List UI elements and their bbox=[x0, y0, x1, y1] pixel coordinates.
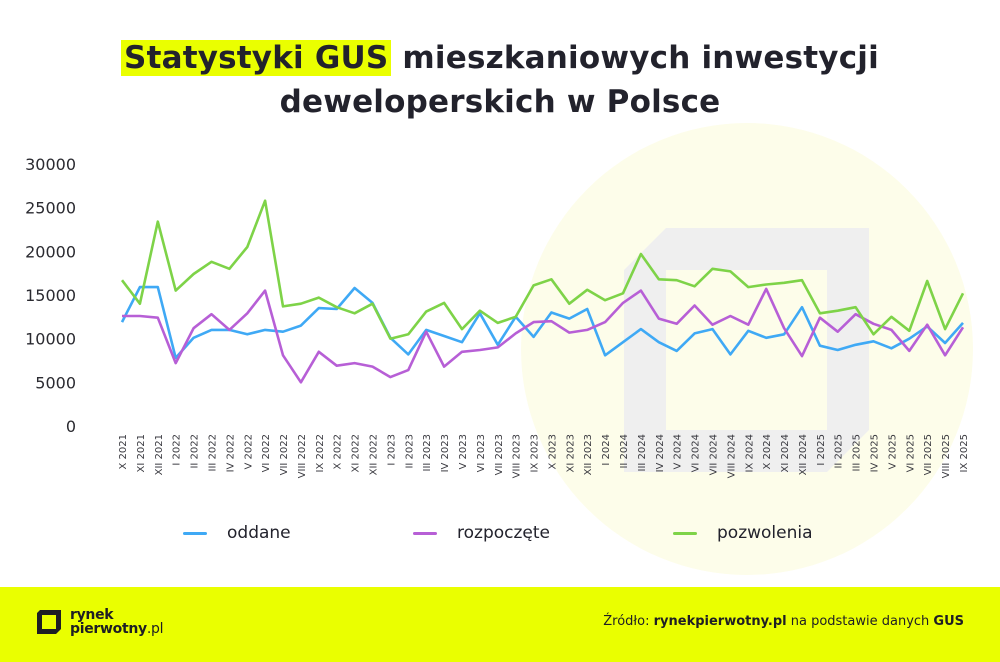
brand-logo-text: rynek pierwotny.pl bbox=[70, 608, 163, 636]
x-tick-label: IX 2025 bbox=[959, 434, 970, 472]
x-tick-label: VII 2023 bbox=[494, 434, 505, 475]
x-tick-label: X 2023 bbox=[547, 434, 558, 469]
y-tick-label: 25000 bbox=[25, 199, 76, 218]
y-axis: 0 5000 10000 15000 20000 25000 30000 bbox=[25, 155, 76, 436]
x-tick-label: V 2025 bbox=[887, 434, 898, 469]
source-site: rynekpierwotny.pl bbox=[653, 614, 787, 629]
legend-label: pozwolenia bbox=[717, 523, 813, 543]
title-line2: deweloperskich w Polsce bbox=[279, 84, 721, 120]
x-tick-label: XII 2023 bbox=[583, 434, 594, 475]
brand-logo[interactable]: rynek pierwotny.pl bbox=[36, 608, 163, 636]
source-note: Źródło: rynekpierwotny.pl na podstawie d… bbox=[603, 614, 964, 629]
x-tick-label: II 2024 bbox=[619, 434, 630, 469]
y-tick-label: 5000 bbox=[35, 373, 76, 392]
series-line-rozpoczte bbox=[122, 287, 965, 384]
x-tick-label: I 2023 bbox=[386, 434, 397, 466]
legend-item-rozpoczete: rozpoczęte bbox=[413, 523, 550, 543]
logo-tld: .pl bbox=[146, 621, 164, 637]
x-tick-label: X 2024 bbox=[762, 434, 773, 469]
x-tick-label: VII 2022 bbox=[279, 434, 290, 475]
source-prefix: Źródło: bbox=[603, 614, 654, 629]
x-tick-label: X 2022 bbox=[333, 434, 344, 469]
x-tick-label: XI 2024 bbox=[780, 434, 791, 472]
x-tick-label: II 2025 bbox=[834, 434, 845, 469]
x-tick-label: V 2023 bbox=[458, 434, 469, 469]
x-tick-label: XI 2021 bbox=[136, 434, 147, 472]
y-tick-label: 0 bbox=[66, 417, 76, 436]
chart-title: Statystyki GUS mieszkaniowych inwestycji… bbox=[0, 36, 1000, 124]
series-line-pozwolenia bbox=[120, 199, 965, 341]
source-middle: na podstawie danych bbox=[786, 614, 934, 629]
x-tick-label: III 2023 bbox=[422, 434, 433, 471]
y-tick-label: 10000 bbox=[25, 330, 76, 349]
x-tick-label: VI 2023 bbox=[476, 434, 487, 472]
title-rest: mieszkaniowych inwestycji bbox=[391, 40, 879, 76]
x-tick-label: IV 2022 bbox=[225, 434, 236, 472]
x-tick-label: XI 2023 bbox=[565, 434, 576, 472]
series-lines bbox=[120, 199, 965, 384]
x-tick-label: III 2022 bbox=[207, 434, 218, 471]
x-tick-label: VI 2022 bbox=[261, 434, 272, 472]
x-tick-label: I 2025 bbox=[816, 434, 827, 466]
logo-line1: rynek bbox=[70, 607, 114, 623]
x-tick-label: VIII 2024 bbox=[726, 434, 737, 478]
x-tick-label: III 2025 bbox=[852, 434, 863, 471]
x-tick-label: VIII 2022 bbox=[297, 434, 308, 478]
x-tick-label: VII 2024 bbox=[708, 434, 719, 475]
legend-label: oddane bbox=[227, 523, 291, 543]
x-tick-label: V 2022 bbox=[243, 434, 254, 469]
y-tick-label: 15000 bbox=[25, 286, 76, 305]
x-tick-label: VIII 2025 bbox=[941, 434, 952, 478]
watermark-circle bbox=[521, 123, 973, 575]
x-tick-label: X 2021 bbox=[118, 434, 129, 469]
x-tick-label: VI 2024 bbox=[691, 434, 702, 472]
legend-swatch-rozpoczete bbox=[413, 531, 437, 535]
x-tick-label: VIII 2023 bbox=[512, 434, 523, 478]
y-tick-label: 20000 bbox=[25, 242, 76, 261]
series-line-oddane bbox=[120, 285, 964, 360]
x-axis: X 2021 XI 2021 XII 2021 I 2022 II 2022 III 20… bbox=[118, 434, 970, 478]
x-tick-label: XI 2022 bbox=[351, 434, 362, 472]
watermark bbox=[521, 123, 973, 575]
x-tick-label: IV 2025 bbox=[870, 434, 881, 472]
x-tick-label: VII 2025 bbox=[923, 434, 934, 475]
legend-label: rozpoczęte bbox=[457, 523, 550, 543]
x-tick-label: IV 2024 bbox=[655, 434, 666, 472]
x-tick-label: IX 2024 bbox=[744, 434, 755, 472]
title-highlight: Statystyki GUS bbox=[121, 40, 392, 76]
source-org: GUS bbox=[933, 614, 964, 629]
legend-item-oddane: oddane bbox=[183, 523, 291, 543]
x-tick-label: V 2024 bbox=[673, 434, 684, 469]
legend-swatch-pozwolenia bbox=[673, 531, 697, 535]
x-tick-label: IX 2022 bbox=[315, 434, 326, 472]
y-tick-label: 30000 bbox=[25, 155, 76, 174]
x-tick-label: III 2024 bbox=[637, 434, 648, 471]
x-tick-label: XII 2022 bbox=[369, 434, 380, 475]
x-tick-label: XII 2024 bbox=[798, 434, 809, 475]
x-tick-label: I 2022 bbox=[172, 434, 183, 466]
legend-swatch-oddane bbox=[183, 531, 207, 535]
logo-line2: pierwotny bbox=[70, 621, 147, 637]
legend-item-pozwolenia: pozwolenia bbox=[673, 523, 813, 543]
x-tick-label: IX 2023 bbox=[530, 434, 541, 472]
x-tick-label: II 2022 bbox=[190, 434, 201, 469]
x-tick-label: VI 2025 bbox=[905, 434, 916, 472]
x-tick-label: I 2024 bbox=[601, 434, 612, 466]
x-tick-label: IV 2023 bbox=[440, 434, 451, 472]
watermark-logo-icon bbox=[624, 228, 869, 472]
footer-bar: rynek pierwotny.pl Źródło: rynekpierwotn… bbox=[0, 587, 1000, 662]
x-tick-label: XII 2021 bbox=[154, 434, 165, 475]
brand-logo-icon bbox=[37, 610, 61, 634]
x-tick-label: II 2023 bbox=[404, 434, 415, 469]
